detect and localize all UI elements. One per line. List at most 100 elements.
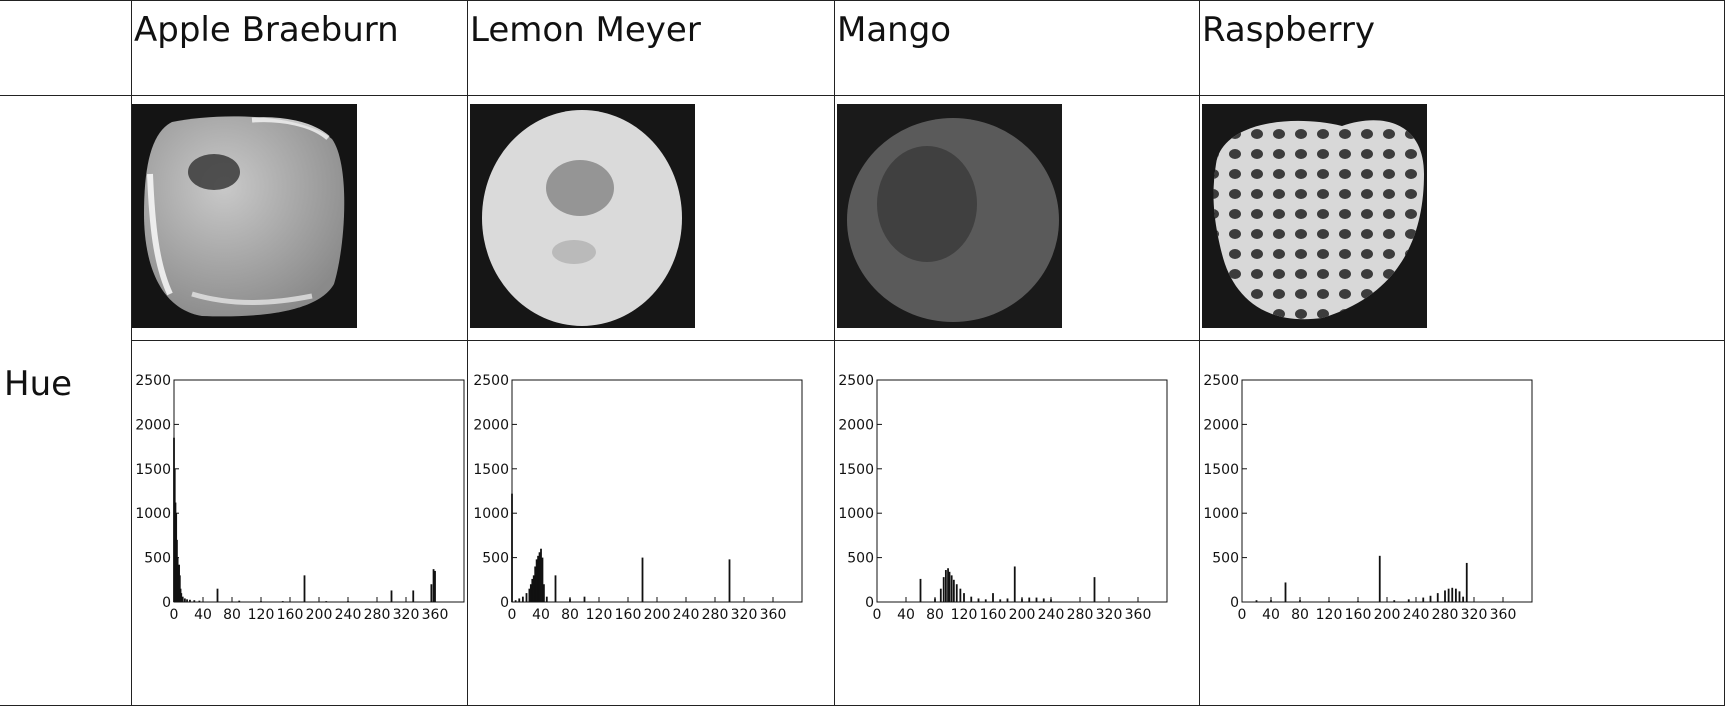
histogram-bar (1458, 591, 1461, 602)
histogram-bar (554, 575, 557, 602)
y-tick-label: 2000 (838, 417, 874, 433)
histogram-bar (1255, 600, 1258, 602)
histogram-bar (1093, 577, 1096, 602)
x-tick-label: 0 (1238, 607, 1247, 623)
histogram-bar (529, 584, 532, 602)
x-tick-label: 40 (532, 607, 550, 623)
table-column-divider (834, 0, 835, 706)
histogram-bar (1028, 597, 1031, 602)
y-tick-label: 2500 (1203, 373, 1239, 389)
y-tick-label: 2500 (473, 373, 509, 389)
x-tick-label: 160 (277, 607, 304, 623)
x-tick-label: 80 (926, 607, 944, 623)
x-tick-label: 80 (561, 607, 579, 623)
histogram-bar (186, 599, 188, 602)
histogram-bar (534, 566, 537, 602)
histogram-bar (1447, 588, 1450, 602)
mango-grayscale-image (837, 104, 1062, 328)
x-tick-label: 360 (1125, 607, 1152, 623)
x-tick-label: 200 (1009, 607, 1036, 623)
y-tick-label: 1000 (1203, 506, 1239, 522)
x-tick-label: 320 (393, 607, 420, 623)
histogram-bar (537, 555, 539, 602)
histogram-bar (216, 588, 219, 602)
x-tick-label: 40 (194, 607, 212, 623)
histogram-bar (189, 599, 191, 602)
histogram-bar (281, 601, 284, 602)
y-tick-label: 1500 (1203, 462, 1239, 478)
y-tick-label: 0 (162, 595, 171, 611)
histogram-bar (518, 598, 521, 602)
histogram-bar (412, 590, 415, 602)
histogram-bar (545, 596, 548, 602)
histogram-bar (583, 596, 586, 602)
x-tick-label: 120 (248, 607, 275, 623)
histogram-bar (1422, 597, 1425, 602)
y-tick-label: 2000 (1203, 417, 1239, 433)
x-tick-label: 280 (364, 607, 391, 623)
histogram-bar (1451, 587, 1454, 602)
plot-frame (1241, 379, 1533, 603)
x-tick-label: 360 (760, 607, 787, 623)
x-tick-label: 280 (1432, 607, 1459, 623)
x-tick-label: 0 (508, 607, 517, 623)
table-row-divider (0, 0, 1725, 1)
histogram-bar (238, 600, 241, 602)
histogram-bar (532, 575, 535, 602)
histogram-bar (1407, 599, 1410, 602)
table-row-divider (131, 340, 1725, 341)
x-tick-label: 160 (1345, 607, 1372, 623)
histogram-bar (1035, 597, 1038, 602)
histogram-bar (939, 588, 942, 602)
x-tick-label: 120 (1316, 607, 1343, 623)
table-column-divider (131, 0, 132, 706)
histogram-bar (984, 599, 987, 602)
plot-frame (173, 379, 465, 603)
histogram-bar (944, 570, 947, 602)
y-tick-label: 1500 (135, 462, 171, 478)
y-tick-label: 1000 (838, 506, 874, 522)
histogram-bar (432, 569, 435, 602)
x-tick-label: 200 (306, 607, 333, 623)
x-tick-label: 120 (951, 607, 978, 623)
histogram-bar (430, 584, 433, 602)
histogram-bar (531, 578, 534, 602)
table-column-divider (467, 0, 468, 706)
histogram-bar (1462, 596, 1465, 602)
histogram-bar (641, 557, 644, 602)
column-header-apple: Apple Braeburn (134, 10, 399, 50)
hue-histogram-apple: 0 500 1000 1500 2000 2500 0 40 80 120 160 200 240 280… (132, 372, 482, 672)
x-tick-label: 120 (586, 607, 613, 623)
lemon-grayscale-image (470, 104, 695, 328)
histogram-bar (1042, 598, 1045, 602)
histogram-bar (325, 601, 328, 602)
histogram-bar (959, 588, 962, 602)
apple-grayscale-image (132, 104, 357, 328)
hue-histogram-mango: 0 500 1000 1500 2000 2500 0 40 80 120 160 200 240 280… (835, 372, 1185, 672)
x-tick-label: 240 (1038, 607, 1065, 623)
column-header-lemon: Lemon Meyer (470, 10, 701, 50)
histogram-bar (181, 596, 184, 602)
histogram-bar (1436, 593, 1439, 602)
histogram-bar (535, 559, 538, 602)
histogram-bar (183, 598, 186, 602)
histogram-bar (1393, 600, 1396, 602)
y-tick-label: 0 (865, 595, 874, 611)
histogram-bar (952, 579, 955, 602)
table-row-divider (0, 95, 1725, 96)
y-tick-label: 2000 (135, 417, 171, 433)
histogram-bar (541, 557, 544, 602)
x-tick-label: 320 (1096, 607, 1123, 623)
x-tick-label: 80 (1291, 607, 1309, 623)
histogram-bar (947, 568, 949, 602)
histogram-bar (948, 571, 951, 602)
plot-frame (511, 379, 803, 603)
histogram-bar (511, 493, 513, 602)
histogram-bar (538, 552, 541, 602)
x-tick-label: 240 (1403, 607, 1430, 623)
histogram-bar (1284, 582, 1287, 602)
x-tick-label: 0 (170, 607, 179, 623)
histogram-bar (1429, 595, 1432, 602)
x-tick-label: 360 (1490, 607, 1517, 623)
histogram-plot: 0 500 1000 1500 2000 2500 0 40 80 120 160 200 240 280… (135, 373, 465, 623)
